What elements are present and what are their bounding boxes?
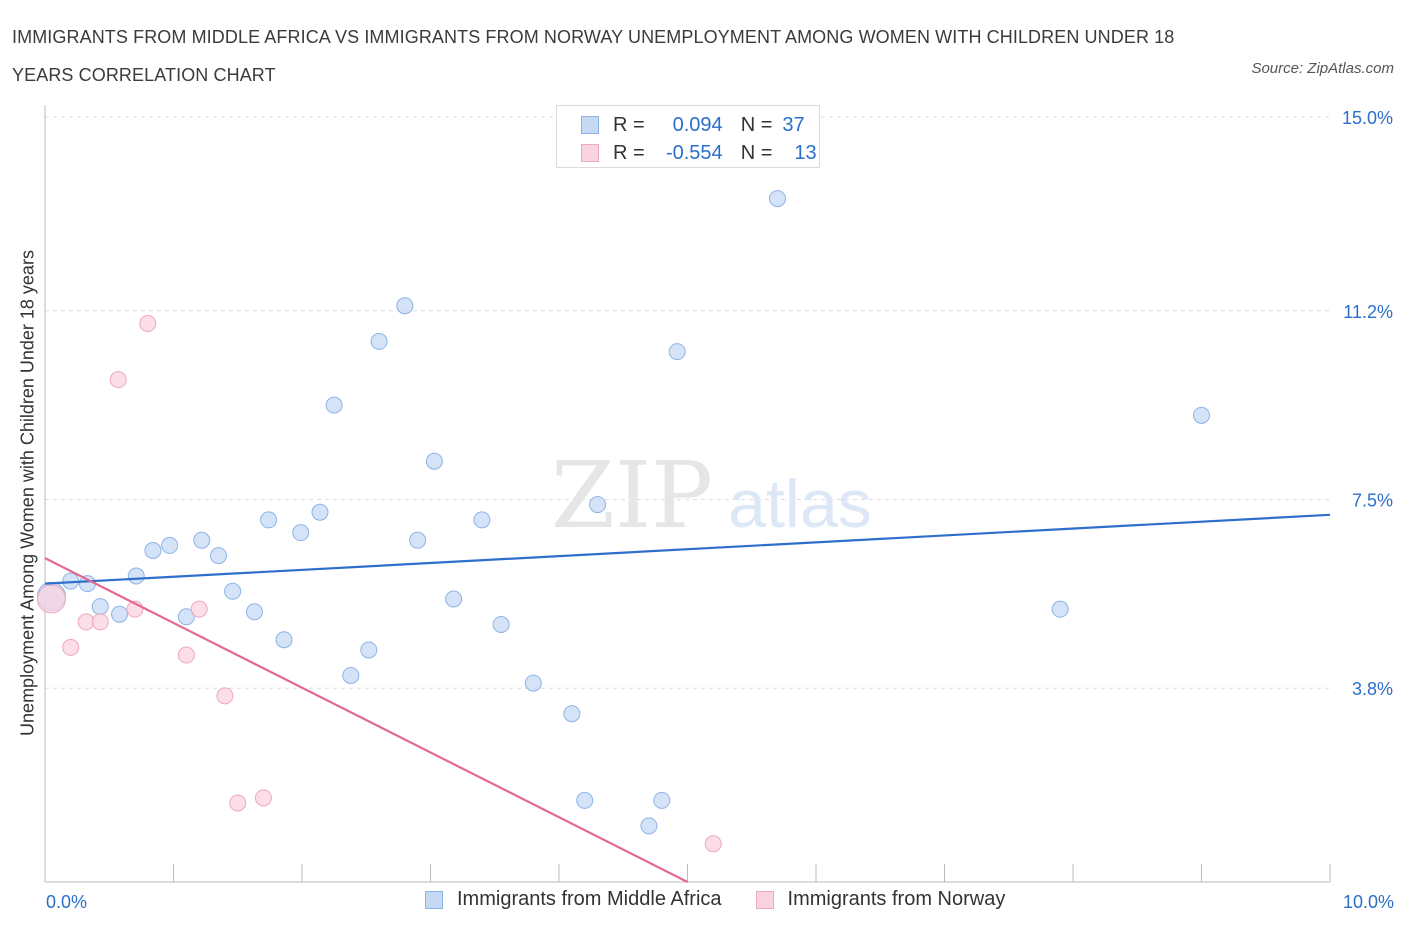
data-point-middle-africa <box>193 531 211 549</box>
data-point-norway <box>216 687 234 705</box>
data-point-middle-africa <box>640 817 658 835</box>
series-swatch-blue <box>425 890 443 909</box>
series-legend: Immigrants from Middle Africa Immigrants… <box>425 888 1039 911</box>
tick-labels: 3.8% 7.5% 11.2% 15.0% 0.0% 10.0% <box>46 108 1394 912</box>
data-point-middle-africa <box>653 791 671 809</box>
legend-r-value: -0.554 <box>665 141 723 164</box>
data-point-middle-africa <box>768 190 786 208</box>
data-point-middle-africa <box>260 511 278 529</box>
series-legend-label: Immigrants from Middle Africa <box>457 888 722 910</box>
legend-row-middle-africa: R = 0.094 N = 37 <box>581 113 805 137</box>
data-point-middle-africa <box>144 542 162 559</box>
legend-swatch-pink <box>581 144 599 162</box>
data-point-norway <box>177 646 195 664</box>
y-tick-label: 11.2% <box>1343 302 1393 322</box>
data-point-middle-africa <box>425 452 443 470</box>
legend-r-label: R = <box>613 113 645 136</box>
data-point-norway <box>190 600 208 618</box>
data-point-middle-africa <box>563 705 581 723</box>
correlation-legend: R = 0.094 N = 37 R = -0.554 N = 13 <box>556 105 820 168</box>
data-point-middle-africa <box>360 641 378 659</box>
y-axis-label: Unemployment Among Women with Children U… <box>17 250 38 736</box>
data-point-middle-africa <box>111 605 129 623</box>
points-layer <box>36 190 1210 853</box>
data-point-norway <box>254 789 272 807</box>
series-legend-label: Immigrants from Norway <box>787 888 1006 910</box>
data-point-middle-africa <box>409 531 427 549</box>
source-label: Source: ZipAtlas.com <box>1251 60 1394 77</box>
data-point-middle-africa <box>342 666 360 684</box>
data-point-middle-africa <box>576 791 594 809</box>
data-point-norway <box>704 835 722 853</box>
y-tick-label: 7.5% <box>1352 491 1393 511</box>
trend-layer <box>44 513 1331 883</box>
data-point-middle-africa <box>78 575 96 593</box>
legend-n-value: 13 <box>794 141 817 164</box>
data-point-middle-africa <box>473 511 491 529</box>
x-tick-label: 0.0% <box>46 892 87 912</box>
series-swatch-pink <box>755 890 774 909</box>
data-point-norway <box>77 613 95 631</box>
y-tick-label: 3.8% <box>1352 679 1393 699</box>
data-point-norway <box>229 794 247 812</box>
watermark-atlas: atlas <box>728 466 872 542</box>
data-point-middle-africa <box>445 590 463 608</box>
data-point-middle-africa <box>161 536 179 554</box>
data-point-middle-africa <box>209 547 227 565</box>
legend-n-value: 37 <box>782 113 805 136</box>
data-point-middle-africa <box>492 615 510 633</box>
watermark-zip: ZIP <box>551 442 713 549</box>
series-legend-item-middle-africa[interactable]: Immigrants from Middle Africa <box>425 888 722 911</box>
data-point-middle-africa <box>275 631 293 649</box>
data-point-middle-africa <box>311 503 329 521</box>
y-tick-label: 15.0% <box>1342 108 1393 128</box>
chart-title: IMMIGRANTS FROM MIDDLE AFRICA VS IMMIGRA… <box>12 27 1175 85</box>
data-point-middle-africa <box>1193 406 1210 424</box>
legend-row-norway: R = -0.554 N = 13 <box>581 141 817 165</box>
legend-r-label: R = <box>613 141 645 164</box>
data-point-middle-africa <box>127 567 145 585</box>
data-point-middle-africa <box>245 603 263 621</box>
data-point-middle-africa <box>91 598 109 616</box>
data-point-middle-africa <box>1051 600 1069 618</box>
legend-r-value: 0.094 <box>672 113 723 136</box>
legend-n-label: N = <box>740 113 773 136</box>
data-point-norway <box>62 638 80 656</box>
data-point-middle-africa <box>325 396 343 414</box>
data-point-norway <box>139 315 157 333</box>
watermark: ZIP atlas <box>551 442 872 549</box>
data-point-norway <box>91 613 109 631</box>
data-point-middle-africa <box>668 343 686 361</box>
data-point-middle-africa <box>396 297 414 315</box>
legend-swatch-blue <box>581 116 599 134</box>
data-point-norway <box>109 371 127 389</box>
data-point-middle-africa <box>177 608 195 626</box>
data-point-middle-africa <box>589 496 607 514</box>
legend-n-label: N = <box>740 141 773 164</box>
data-point-middle-africa <box>370 332 388 350</box>
data-point-middle-africa <box>292 524 310 542</box>
trend-line-norway <box>44 557 688 883</box>
data-point-norway <box>36 584 66 614</box>
x-tick-label: 10.0% <box>1343 892 1394 912</box>
data-point-middle-africa <box>524 674 542 692</box>
series-legend-item-norway[interactable]: Immigrants from Norway <box>755 888 1006 911</box>
grid-layer <box>45 116 1330 689</box>
trend-line-middle-africa <box>44 513 1331 585</box>
data-point-middle-africa <box>224 582 242 600</box>
